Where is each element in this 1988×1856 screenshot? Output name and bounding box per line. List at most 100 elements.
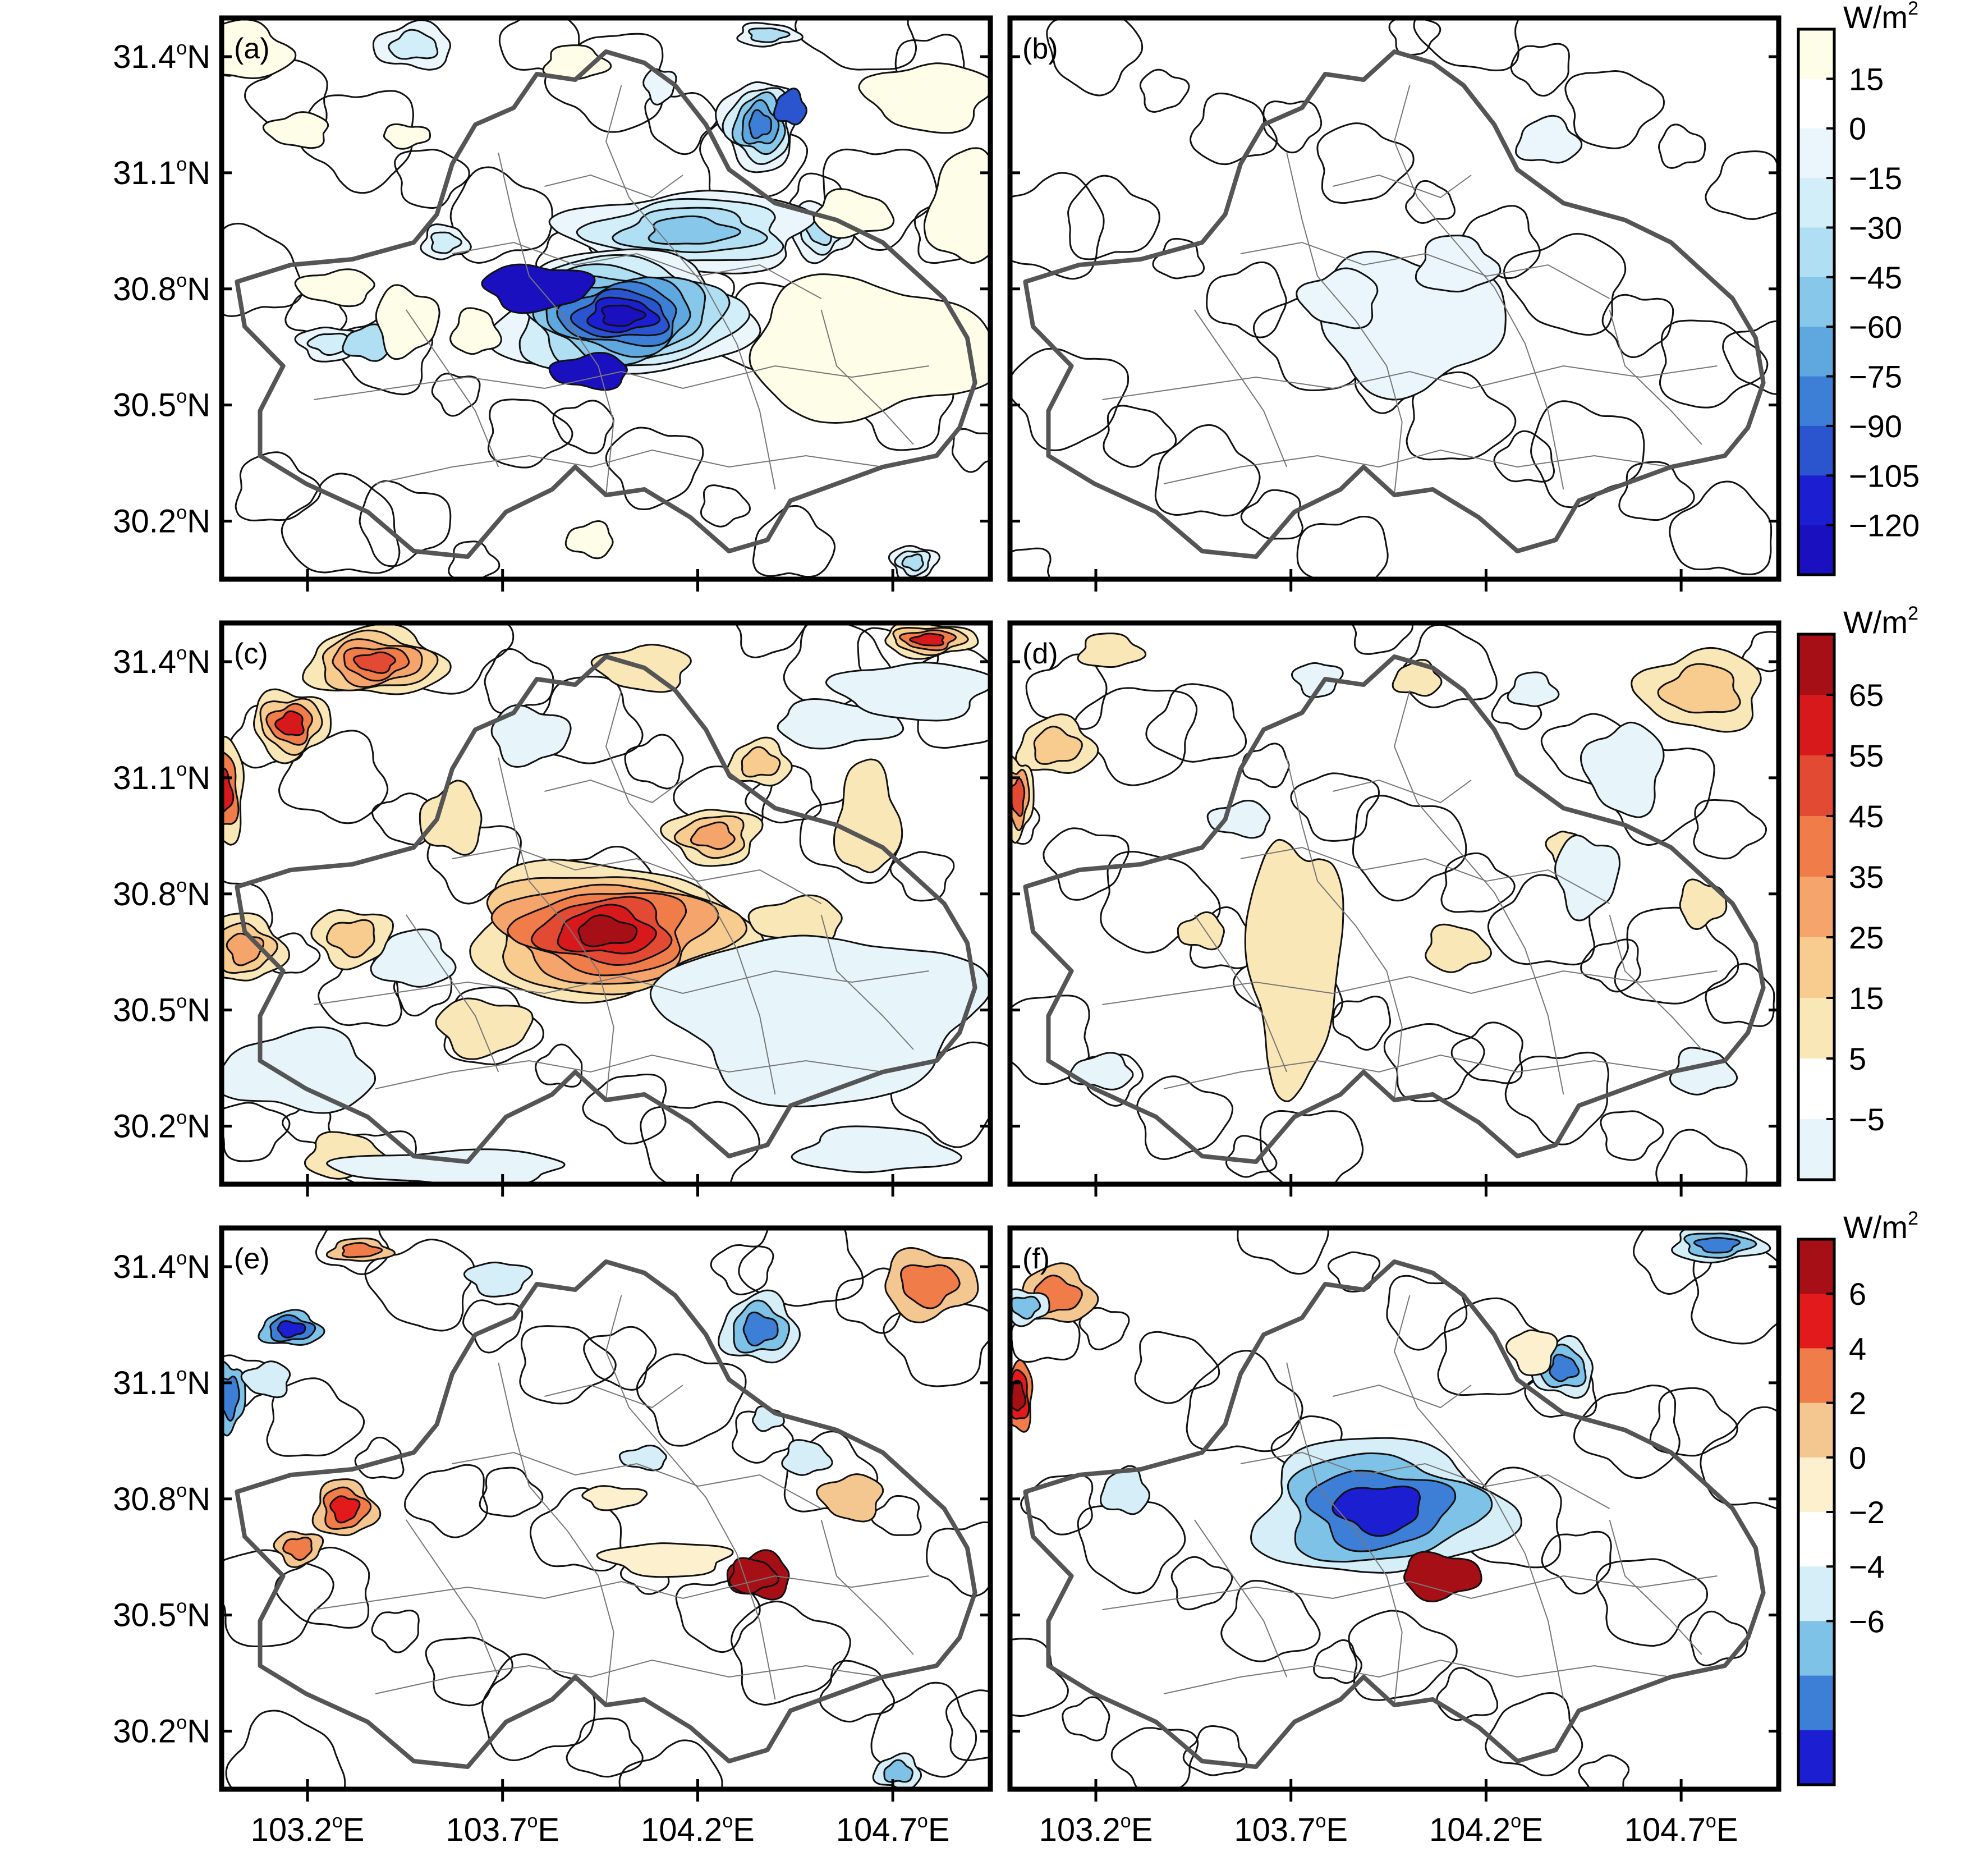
contour-line: [222, 1102, 291, 1162]
colorbar-swatch: [1798, 327, 1834, 377]
shaded-anomaly: [282, 1537, 313, 1561]
lat-tick-label: 31.4oN: [113, 1248, 210, 1285]
colorbar-swatch: [1798, 277, 1834, 327]
contour-line: [734, 623, 807, 658]
colorbar-swatch: [1798, 695, 1834, 756]
district-boundary: [1102, 1575, 1718, 1610]
contour-line: [1669, 480, 1773, 575]
contour-line: [1103, 405, 1177, 468]
district-boundary: [605, 85, 776, 490]
contour-line: [583, 1326, 657, 1391]
contour-line: [1504, 1051, 1609, 1145]
contour-line: [535, 1043, 583, 1088]
contour-line: [738, 1228, 864, 1307]
shaded-anomaly: [1693, 1236, 1741, 1254]
contour-line: [1170, 1556, 1233, 1611]
panel-frame: [1007, 1225, 1782, 1792]
district-boundary: [544, 779, 683, 804]
colorbar-swatch: [1798, 998, 1834, 1059]
shaded-anomaly: [383, 123, 431, 150]
lat-tick-label: 31.4oN: [113, 643, 210, 680]
shaded-anomaly: [490, 704, 572, 768]
contour-line: [315, 1228, 390, 1275]
colorbar-level-label: −120: [1849, 508, 1920, 543]
colorbar-swatch: [1798, 227, 1834, 278]
colorbar-level-label: −5: [1849, 1102, 1885, 1137]
contour-line: [1152, 237, 1205, 279]
colorbar-swatch: [1798, 29, 1834, 79]
contour-line: [281, 473, 401, 574]
shaded-anomaly: [690, 821, 736, 850]
shaded-anomaly: [1505, 1329, 1558, 1376]
contour-line: [364, 1239, 476, 1332]
shaded-anomaly: [649, 934, 990, 1108]
colorbar-level-label: −105: [1849, 458, 1920, 493]
colorbar-swatch: [1798, 525, 1834, 575]
shaded-anomaly: [747, 27, 791, 43]
colorbar-swatch: [1798, 1294, 1834, 1349]
contour-line: [371, 792, 435, 846]
colorbar-level-label: −60: [1849, 309, 1902, 345]
colorbar-swatch: [1798, 1730, 1834, 1785]
contour-line: [1134, 1331, 1220, 1404]
contour-line: [1595, 1558, 1708, 1647]
shaded-anomaly: [1206, 800, 1271, 839]
contour-line: [1541, 1530, 1612, 1594]
shaded-anomaly: [388, 29, 439, 60]
contour-line: [1043, 827, 1130, 901]
contour-line: [1691, 1246, 1779, 1345]
district-boundary: [1102, 970, 1718, 1005]
city-boundary: [235, 654, 977, 1164]
district-boundary: [498, 757, 614, 1101]
shaded-anomaly: [781, 1439, 833, 1476]
panel-frame: [1007, 15, 1782, 582]
district-boundary: [405, 914, 499, 1073]
panel-label: (d): [1022, 638, 1058, 670]
shaded-anomaly: [833, 758, 903, 874]
shaded-anomaly: [435, 997, 534, 1060]
contour-line: [1259, 1110, 1364, 1184]
district-boundary: [1609, 914, 1702, 1050]
district-boundary: [1240, 241, 1610, 299]
district-boundary: [605, 1295, 776, 1700]
district-boundary: [1286, 757, 1403, 1101]
shaded-anomaly: [548, 352, 628, 391]
shaded-anomaly: [1415, 235, 1502, 293]
lat-tick-label: 31.1oN: [113, 1364, 210, 1401]
contour-line: [1655, 1129, 1748, 1184]
contour-line: [1580, 938, 1641, 993]
contour-line: [1633, 1228, 1716, 1295]
contour-line: [951, 428, 990, 473]
contour-line: [1348, 1610, 1458, 1701]
shaded-anomaly: [352, 651, 397, 674]
colorbar-swatch: [1798, 1512, 1834, 1567]
contour-line: [1062, 1696, 1110, 1742]
contour-line: [1436, 1667, 1499, 1721]
shaded-anomaly: [341, 1242, 383, 1258]
panel-label: (e): [234, 1243, 270, 1275]
shaded-anomaly: [262, 111, 329, 149]
shaded-anomaly: [1514, 114, 1583, 164]
contour-line: [1705, 150, 1779, 220]
contour-line: [1240, 489, 1303, 540]
colorbar-unit: W/m2: [1843, 603, 1918, 640]
colorbar-swatch: [1798, 1621, 1834, 1676]
contour-line: [1182, 1725, 1248, 1776]
district-boundary: [1333, 174, 1472, 199]
shaded-anomaly: [325, 919, 375, 959]
district-boundary: [452, 241, 822, 299]
panel-frame: [219, 1225, 993, 1792]
contour-line: [1010, 547, 1052, 579]
contour-line: [1564, 70, 1665, 149]
colorbar-swatch: [1798, 178, 1834, 228]
colorbar-swatch: [1798, 1348, 1834, 1404]
shaded-anomaly: [375, 284, 440, 360]
contour-line: [1189, 93, 1278, 166]
city-boundary: [1023, 654, 1766, 1164]
contour-line: [479, 1467, 544, 1518]
contour-line: [1659, 319, 1769, 409]
contour-line: [1742, 631, 1779, 672]
contour-line: [1450, 1021, 1523, 1084]
colorbar-swatch: [1798, 1566, 1834, 1621]
